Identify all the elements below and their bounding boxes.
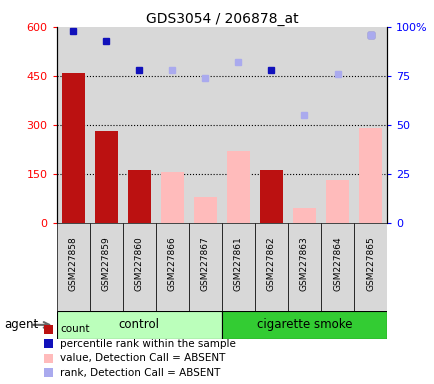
Text: percentile rank within the sample: percentile rank within the sample	[60, 339, 236, 349]
Bar	[188, 223, 221, 311]
Bar	[188, 27, 221, 223]
Bar	[292, 208, 316, 223]
Text: GSM227866: GSM227866	[168, 236, 176, 291]
Bar	[221, 27, 254, 223]
Text: GSM227862: GSM227862	[266, 236, 275, 291]
Bar	[94, 131, 118, 223]
Text: GSM227864: GSM227864	[332, 236, 341, 291]
Bar	[320, 27, 353, 223]
Bar	[160, 172, 184, 223]
Bar	[358, 128, 381, 223]
Text: GSM227863: GSM227863	[299, 236, 308, 291]
Text: control: control	[118, 318, 159, 331]
Bar	[155, 223, 188, 311]
Bar	[61, 73, 85, 223]
Text: count: count	[60, 324, 89, 334]
Bar	[122, 223, 155, 311]
Bar	[56, 27, 89, 223]
Text: GSM227859: GSM227859	[102, 236, 110, 291]
Bar	[43, 339, 53, 349]
Text: GSM227865: GSM227865	[365, 236, 374, 291]
Bar	[43, 325, 53, 334]
Bar	[155, 27, 188, 223]
Bar	[56, 311, 221, 339]
Bar	[193, 197, 217, 223]
Bar	[226, 151, 250, 223]
Text: GSM227867: GSM227867	[201, 236, 209, 291]
Bar	[259, 170, 283, 223]
Bar	[122, 27, 155, 223]
Text: GSM227861: GSM227861	[233, 236, 242, 291]
Bar	[320, 223, 353, 311]
Bar	[353, 27, 386, 223]
Bar	[221, 223, 254, 311]
Bar	[325, 180, 349, 223]
Text: GSM227860: GSM227860	[135, 236, 143, 291]
Text: value, Detection Call = ABSENT: value, Detection Call = ABSENT	[60, 353, 225, 363]
Text: cigarette smoke: cigarette smoke	[256, 318, 352, 331]
Bar	[56, 223, 89, 311]
Bar	[254, 223, 287, 311]
Bar	[43, 368, 53, 377]
Bar	[353, 223, 386, 311]
Bar	[127, 170, 151, 223]
Bar	[221, 311, 386, 339]
Bar	[254, 27, 287, 223]
Title: GDS3054 / 206878_at: GDS3054 / 206878_at	[145, 12, 297, 26]
Bar	[89, 27, 122, 223]
Bar	[287, 27, 320, 223]
Bar	[43, 354, 53, 363]
Bar	[287, 223, 320, 311]
Text: GSM227858: GSM227858	[69, 236, 77, 291]
Text: agent: agent	[4, 318, 39, 331]
Bar	[89, 223, 122, 311]
Text: rank, Detection Call = ABSENT: rank, Detection Call = ABSENT	[60, 367, 220, 378]
